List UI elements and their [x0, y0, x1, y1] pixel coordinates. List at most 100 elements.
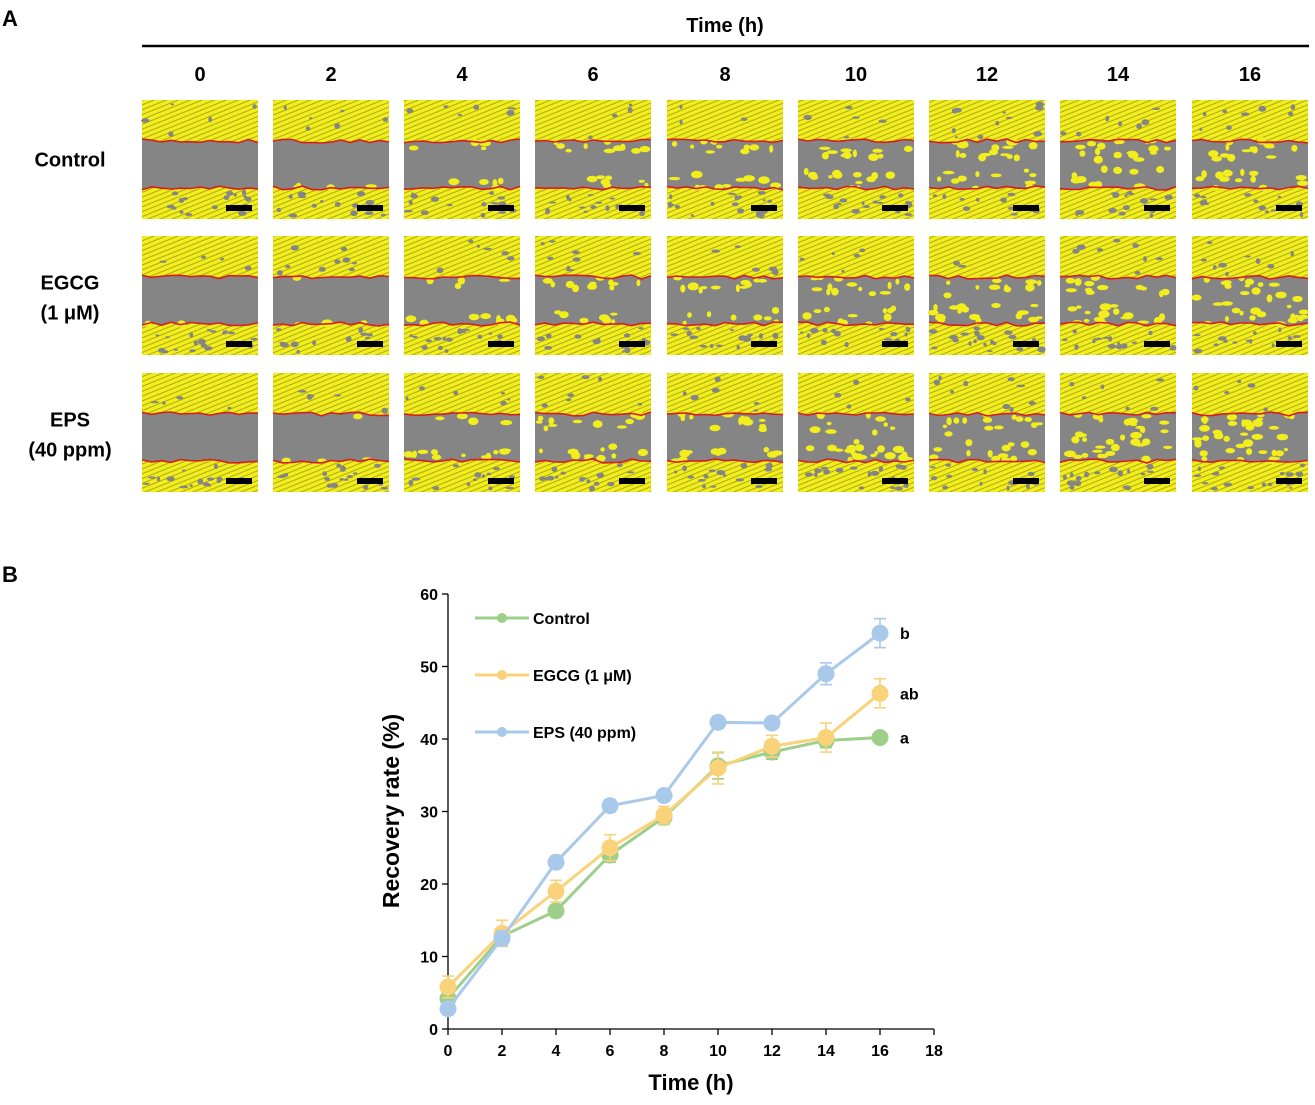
cell-speckle [990, 339, 994, 345]
migrating-cell [1211, 156, 1222, 162]
cell-speckle [497, 334, 503, 339]
migrating-cell [870, 453, 877, 458]
wound-edge-top [666, 138, 784, 144]
cell-speckle [1060, 131, 1067, 136]
migrating-cell [740, 148, 750, 155]
cell-speckle [285, 265, 291, 269]
migrating-cell [600, 447, 605, 452]
cell-speckle [1109, 466, 1118, 473]
wound-edge-top [534, 411, 652, 417]
cell-speckle [883, 338, 893, 341]
data-point [601, 839, 619, 857]
cell-speckle [1224, 391, 1230, 395]
wound-edge-top [1059, 411, 1177, 416]
cell-speckle [162, 401, 166, 405]
x-tick-label: 12 [763, 1043, 781, 1060]
migrating-cell [904, 145, 913, 152]
cell-speckle [1092, 338, 1096, 344]
migrating-cell [1275, 291, 1287, 299]
time-label: 12 [976, 64, 998, 86]
cell-speckle [320, 200, 324, 203]
cell-speckle [1200, 258, 1207, 262]
cell-speckle [958, 264, 967, 268]
cell-speckle [963, 206, 971, 212]
migrating-cell [698, 286, 703, 294]
migrating-cell [1097, 142, 1106, 150]
migrating-cell [942, 424, 948, 429]
cell-speckle [1102, 336, 1111, 339]
cell-speckle [1202, 111, 1207, 117]
migrating-cell [565, 280, 575, 289]
wound-edge-top [141, 138, 259, 144]
cell-speckle [1007, 377, 1015, 382]
migrating-cell [1074, 278, 1082, 286]
cell-speckle [835, 467, 844, 473]
cell-speckle [905, 326, 910, 330]
series-line [446, 736, 881, 1000]
cell-speckle [1202, 482, 1209, 485]
wound-edge-bottom [141, 185, 259, 191]
cell-speckle [740, 117, 748, 121]
cell-speckle [690, 394, 699, 401]
scale-bar [488, 478, 514, 484]
migrating-cell [1219, 176, 1230, 182]
migrating-cell [571, 451, 580, 456]
cell-speckle [1062, 475, 1067, 480]
migrating-cell [1283, 448, 1288, 452]
migrating-cell [603, 139, 612, 145]
cell-speckle [1094, 337, 1103, 340]
cell-speckle [1271, 343, 1275, 348]
cell-speckle [806, 333, 811, 339]
cell-speckle [1084, 471, 1090, 478]
cell-speckle [765, 462, 773, 469]
cell-speckle [1007, 192, 1016, 197]
migrating-cell [1137, 320, 1150, 324]
y-tick-label: 40 [420, 732, 438, 749]
image-tiles [141, 100, 1309, 492]
cell-speckle [879, 195, 887, 199]
cell-speckle [687, 475, 694, 479]
cell-speckle [933, 379, 940, 386]
migrating-cell [1220, 280, 1231, 286]
x-tick-label: 10 [709, 1043, 727, 1060]
cell-speckle [362, 484, 369, 490]
cell-speckle [540, 242, 545, 246]
migrating-cell [1024, 417, 1032, 422]
cell-speckle [1107, 344, 1117, 349]
cell-speckle [227, 406, 232, 410]
migrating-cell [868, 291, 877, 297]
cell-speckle [1267, 482, 1273, 487]
migrating-cell [602, 182, 612, 189]
cell-speckle [1000, 197, 1007, 203]
cell-speckle [751, 267, 760, 272]
cell-speckle [408, 479, 414, 486]
legend-marker [497, 670, 507, 680]
cell-speckle [621, 350, 626, 353]
wound-edge-top [403, 274, 520, 280]
cell-speckle [290, 341, 299, 348]
migrating-cell [679, 449, 690, 458]
migrating-cell [644, 182, 649, 187]
migrating-cell [631, 148, 641, 154]
migrating-cell [949, 305, 961, 310]
wound-edge-top [534, 274, 652, 280]
migrating-cell [936, 176, 942, 182]
migrating-cell [1251, 433, 1264, 440]
cell-speckle [425, 339, 432, 343]
migrating-cell [883, 422, 888, 427]
migrating-cell [979, 154, 986, 160]
migrating-cell [766, 451, 778, 458]
migrating-cell [1000, 153, 1010, 157]
cell-speckle [166, 476, 175, 482]
cell-speckle [1193, 474, 1202, 478]
data-point [547, 853, 565, 871]
scale-bar [1276, 478, 1302, 484]
migrating-cell [1240, 168, 1245, 176]
cell-speckle [243, 194, 247, 199]
cell-speckle [343, 478, 349, 481]
legend-label: EGCG (1 μM) [533, 668, 632, 685]
cell-speckle [1143, 256, 1147, 262]
migrating-cell [1201, 456, 1208, 462]
wound-edge-top [1060, 274, 1177, 280]
cell-speckle [878, 328, 885, 331]
